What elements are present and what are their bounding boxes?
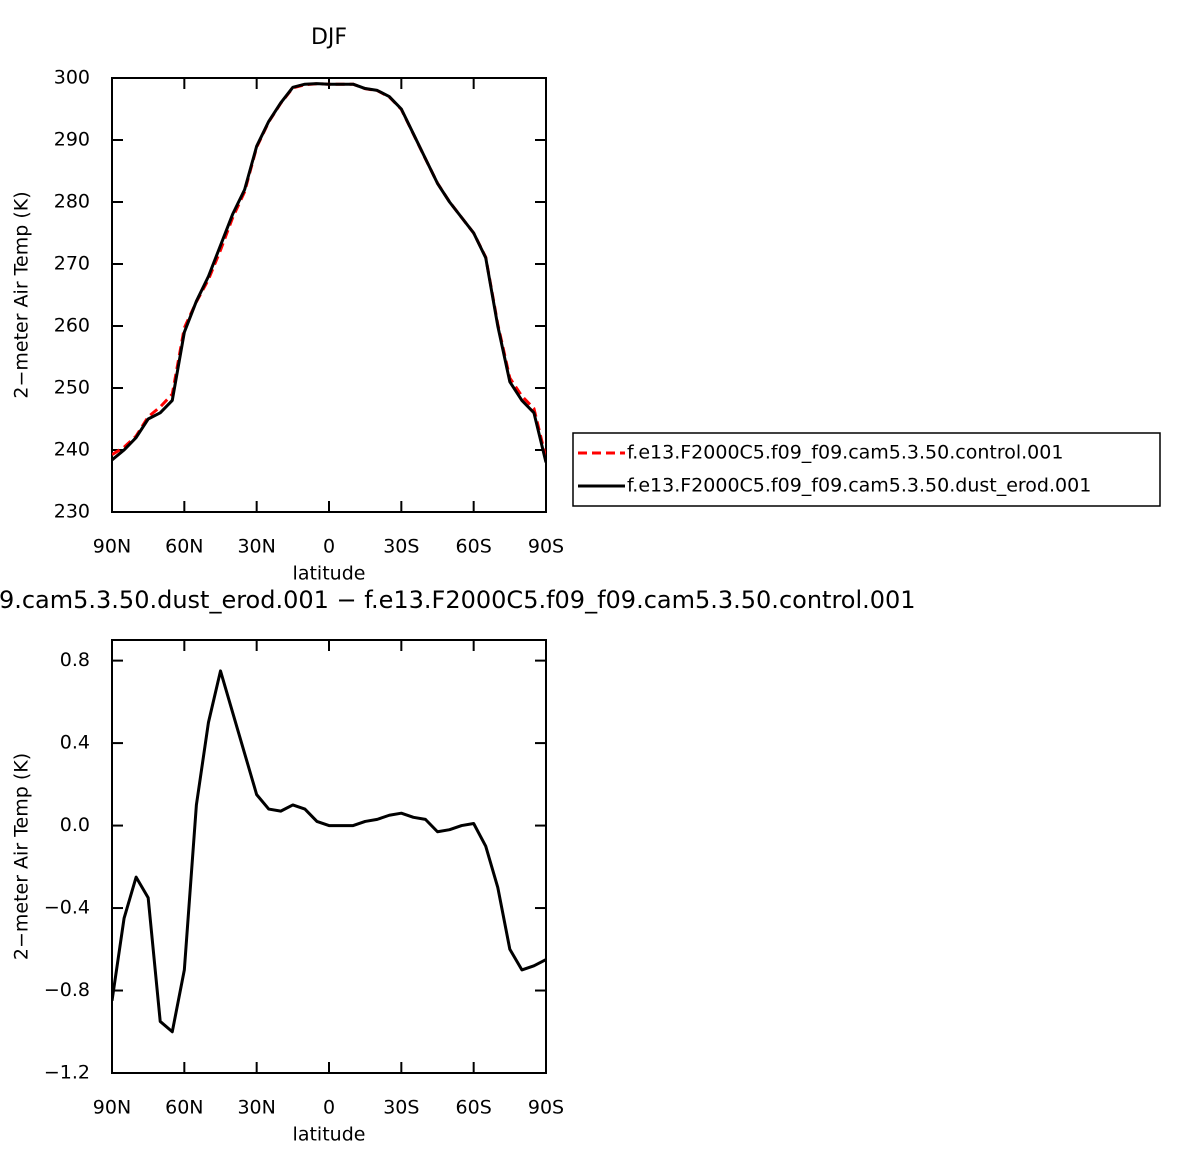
series-line (112, 82, 546, 459)
y-tick-label: 300 (54, 67, 90, 89)
y-axis-label: 2−meter Air Temp (K) (11, 191, 33, 398)
chart-title: DJF (311, 25, 347, 50)
y-tick-label: 260 (54, 315, 90, 337)
x-tick-label: 30N (237, 1097, 275, 1119)
x-tick-label: 30N (237, 536, 275, 558)
y-tick-label: 280 (54, 191, 90, 213)
x-tick-label: 90N (93, 536, 131, 558)
x-tick-label: 90S (528, 536, 564, 558)
legend-box (572, 432, 1161, 507)
x-tick-label: 30S (383, 536, 419, 558)
x-axis-label: latitude (293, 563, 366, 585)
y-tick-label: 290 (54, 129, 90, 151)
legend-label: f.e13.F2000C5.f09_f09.cam5.3.50.dust_ero… (627, 475, 1091, 497)
x-axis-label: latitude (293, 1124, 366, 1146)
x-tick-label: 30S (383, 1097, 419, 1119)
y-tick-label: 230 (54, 501, 90, 523)
series-line (112, 82, 546, 463)
x-tick-label: 0 (323, 536, 335, 558)
y-tick-label: 0.4 (60, 732, 90, 754)
x-tick-label: 0 (323, 1097, 335, 1119)
y-tick-label: −0.8 (44, 979, 90, 1001)
legend-label: f.e13.F2000C5.f09_f09.cam5.3.50.control.… (627, 442, 1063, 464)
x-tick-label: 60N (165, 1097, 203, 1119)
chart-title: f.e13.F2000C5.f09_f09.cam5.3.50.dust_ero… (0, 586, 916, 614)
x-tick-label: 60N (165, 536, 203, 558)
y-tick-label: 0.0 (60, 814, 90, 836)
y-axis-label: 2−meter Air Temp (K) (11, 753, 33, 960)
plot-frame (111, 639, 547, 1074)
y-tick-label: −1.2 (44, 1062, 90, 1084)
y-tick-label: 240 (54, 439, 90, 461)
y-tick-label: 270 (54, 253, 90, 275)
x-tick-label: 60S (456, 536, 492, 558)
x-tick-label: 90N (93, 1097, 131, 1119)
y-tick-label: 250 (54, 377, 90, 399)
plot-frame (111, 77, 547, 513)
x-tick-label: 90S (528, 1097, 564, 1119)
y-tick-label: −0.4 (44, 897, 90, 919)
plot-area (112, 669, 546, 1034)
x-tick-label: 60S (456, 1097, 492, 1119)
plot-area (112, 82, 546, 463)
y-tick-label: 0.8 (60, 649, 90, 671)
series-line (112, 669, 546, 1034)
